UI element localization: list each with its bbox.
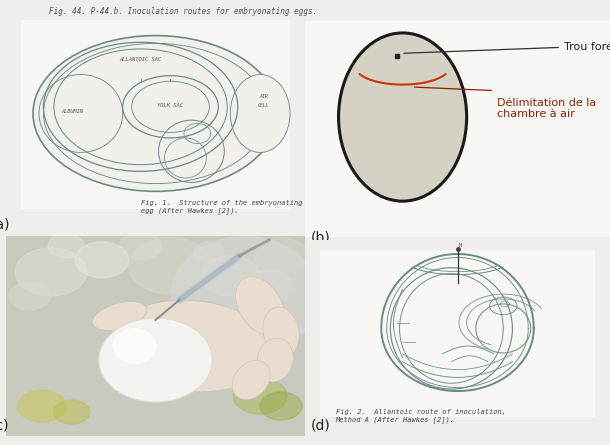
Text: (d): (d) bbox=[311, 418, 331, 432]
Circle shape bbox=[129, 238, 212, 294]
Ellipse shape bbox=[263, 307, 300, 357]
Circle shape bbox=[15, 248, 87, 296]
Text: AIR: AIR bbox=[259, 94, 267, 99]
Text: ALLANTOIC SAC: ALLANTOIC SAC bbox=[120, 57, 162, 62]
FancyBboxPatch shape bbox=[320, 250, 595, 417]
Circle shape bbox=[75, 242, 129, 278]
Ellipse shape bbox=[99, 318, 212, 402]
Text: Trou foré: Trou foré bbox=[564, 42, 610, 53]
Circle shape bbox=[18, 390, 66, 422]
Ellipse shape bbox=[339, 33, 467, 201]
Circle shape bbox=[200, 256, 260, 296]
Text: (c): (c) bbox=[0, 418, 10, 432]
Text: H: H bbox=[459, 243, 462, 248]
Text: Fig. 1.  Structure of the embryonating
egg (After Hawkes [2]).: Fig. 1. Structure of the embryonating eg… bbox=[140, 200, 302, 214]
Text: Fig. 44. P-44.b. Inoculation routes for embryonating eggs.: Fig. 44. P-44.b. Inoculation routes for … bbox=[49, 7, 317, 16]
Circle shape bbox=[9, 282, 51, 310]
Text: (b): (b) bbox=[311, 231, 331, 244]
Ellipse shape bbox=[110, 300, 273, 392]
Text: (a): (a) bbox=[0, 218, 10, 231]
Text: YOLK SAC: YOLK SAC bbox=[157, 103, 184, 108]
Ellipse shape bbox=[232, 360, 270, 400]
Text: Délimitation de la
chambre à air: Délimitation de la chambre à air bbox=[497, 98, 597, 119]
Ellipse shape bbox=[257, 338, 293, 382]
Text: Fig. 2.  Allantoic route of inoculation,
Method A (After Hawkes [2]).: Fig. 2. Allantoic route of inoculation, … bbox=[336, 409, 506, 423]
Circle shape bbox=[48, 234, 84, 258]
Ellipse shape bbox=[171, 236, 320, 356]
Ellipse shape bbox=[33, 36, 278, 191]
Ellipse shape bbox=[92, 302, 147, 330]
Circle shape bbox=[260, 392, 302, 420]
Ellipse shape bbox=[231, 74, 290, 152]
FancyBboxPatch shape bbox=[305, 21, 610, 237]
Circle shape bbox=[233, 378, 287, 414]
Text: ALBUMIN: ALBUMIN bbox=[61, 109, 83, 114]
Ellipse shape bbox=[235, 277, 285, 335]
Ellipse shape bbox=[112, 328, 157, 364]
Circle shape bbox=[54, 400, 90, 424]
Text: CELL: CELL bbox=[257, 103, 269, 108]
Circle shape bbox=[245, 270, 293, 302]
FancyBboxPatch shape bbox=[21, 20, 290, 209]
Circle shape bbox=[254, 238, 308, 274]
Circle shape bbox=[120, 232, 162, 260]
Circle shape bbox=[195, 242, 224, 262]
